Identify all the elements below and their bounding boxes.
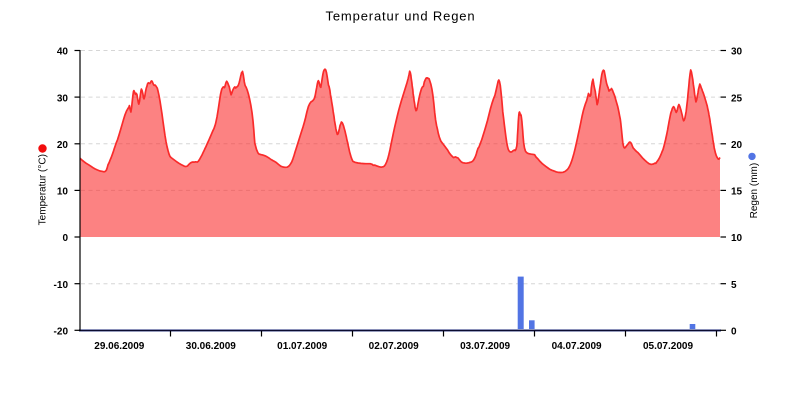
- svg-text:01.07.2009: 01.07.2009: [277, 341, 327, 352]
- svg-text:15: 15: [731, 187, 743, 198]
- svg-text:30: 30: [57, 93, 69, 104]
- svg-text:05.07.2009: 05.07.2009: [643, 341, 693, 352]
- svg-text:25: 25: [731, 93, 743, 104]
- svg-text:30: 30: [731, 47, 743, 58]
- svg-text:02.07.2009: 02.07.2009: [369, 341, 419, 352]
- svg-text:10: 10: [731, 233, 743, 244]
- svg-text:-10: -10: [54, 280, 69, 291]
- svg-text:0: 0: [731, 327, 737, 338]
- svg-text:20: 20: [731, 140, 743, 151]
- svg-text:30.06.2009: 30.06.2009: [186, 341, 236, 352]
- svg-text:Temperatur und Regen: Temperatur und Regen: [326, 9, 476, 24]
- svg-text:40: 40: [57, 47, 69, 58]
- svg-text:Temperatur (°C): Temperatur (°C): [38, 154, 49, 225]
- svg-text:10: 10: [57, 187, 69, 198]
- svg-text:-20: -20: [54, 327, 69, 338]
- svg-text:20: 20: [57, 140, 69, 151]
- svg-text:0: 0: [62, 233, 68, 244]
- svg-text:04.07.2009: 04.07.2009: [552, 341, 602, 352]
- svg-text:5: 5: [731, 280, 737, 291]
- svg-text:Regen (mm): Regen (mm): [749, 163, 760, 219]
- svg-text:03.07.2009: 03.07.2009: [460, 341, 510, 352]
- svg-text:29.06.2009: 29.06.2009: [94, 341, 144, 352]
